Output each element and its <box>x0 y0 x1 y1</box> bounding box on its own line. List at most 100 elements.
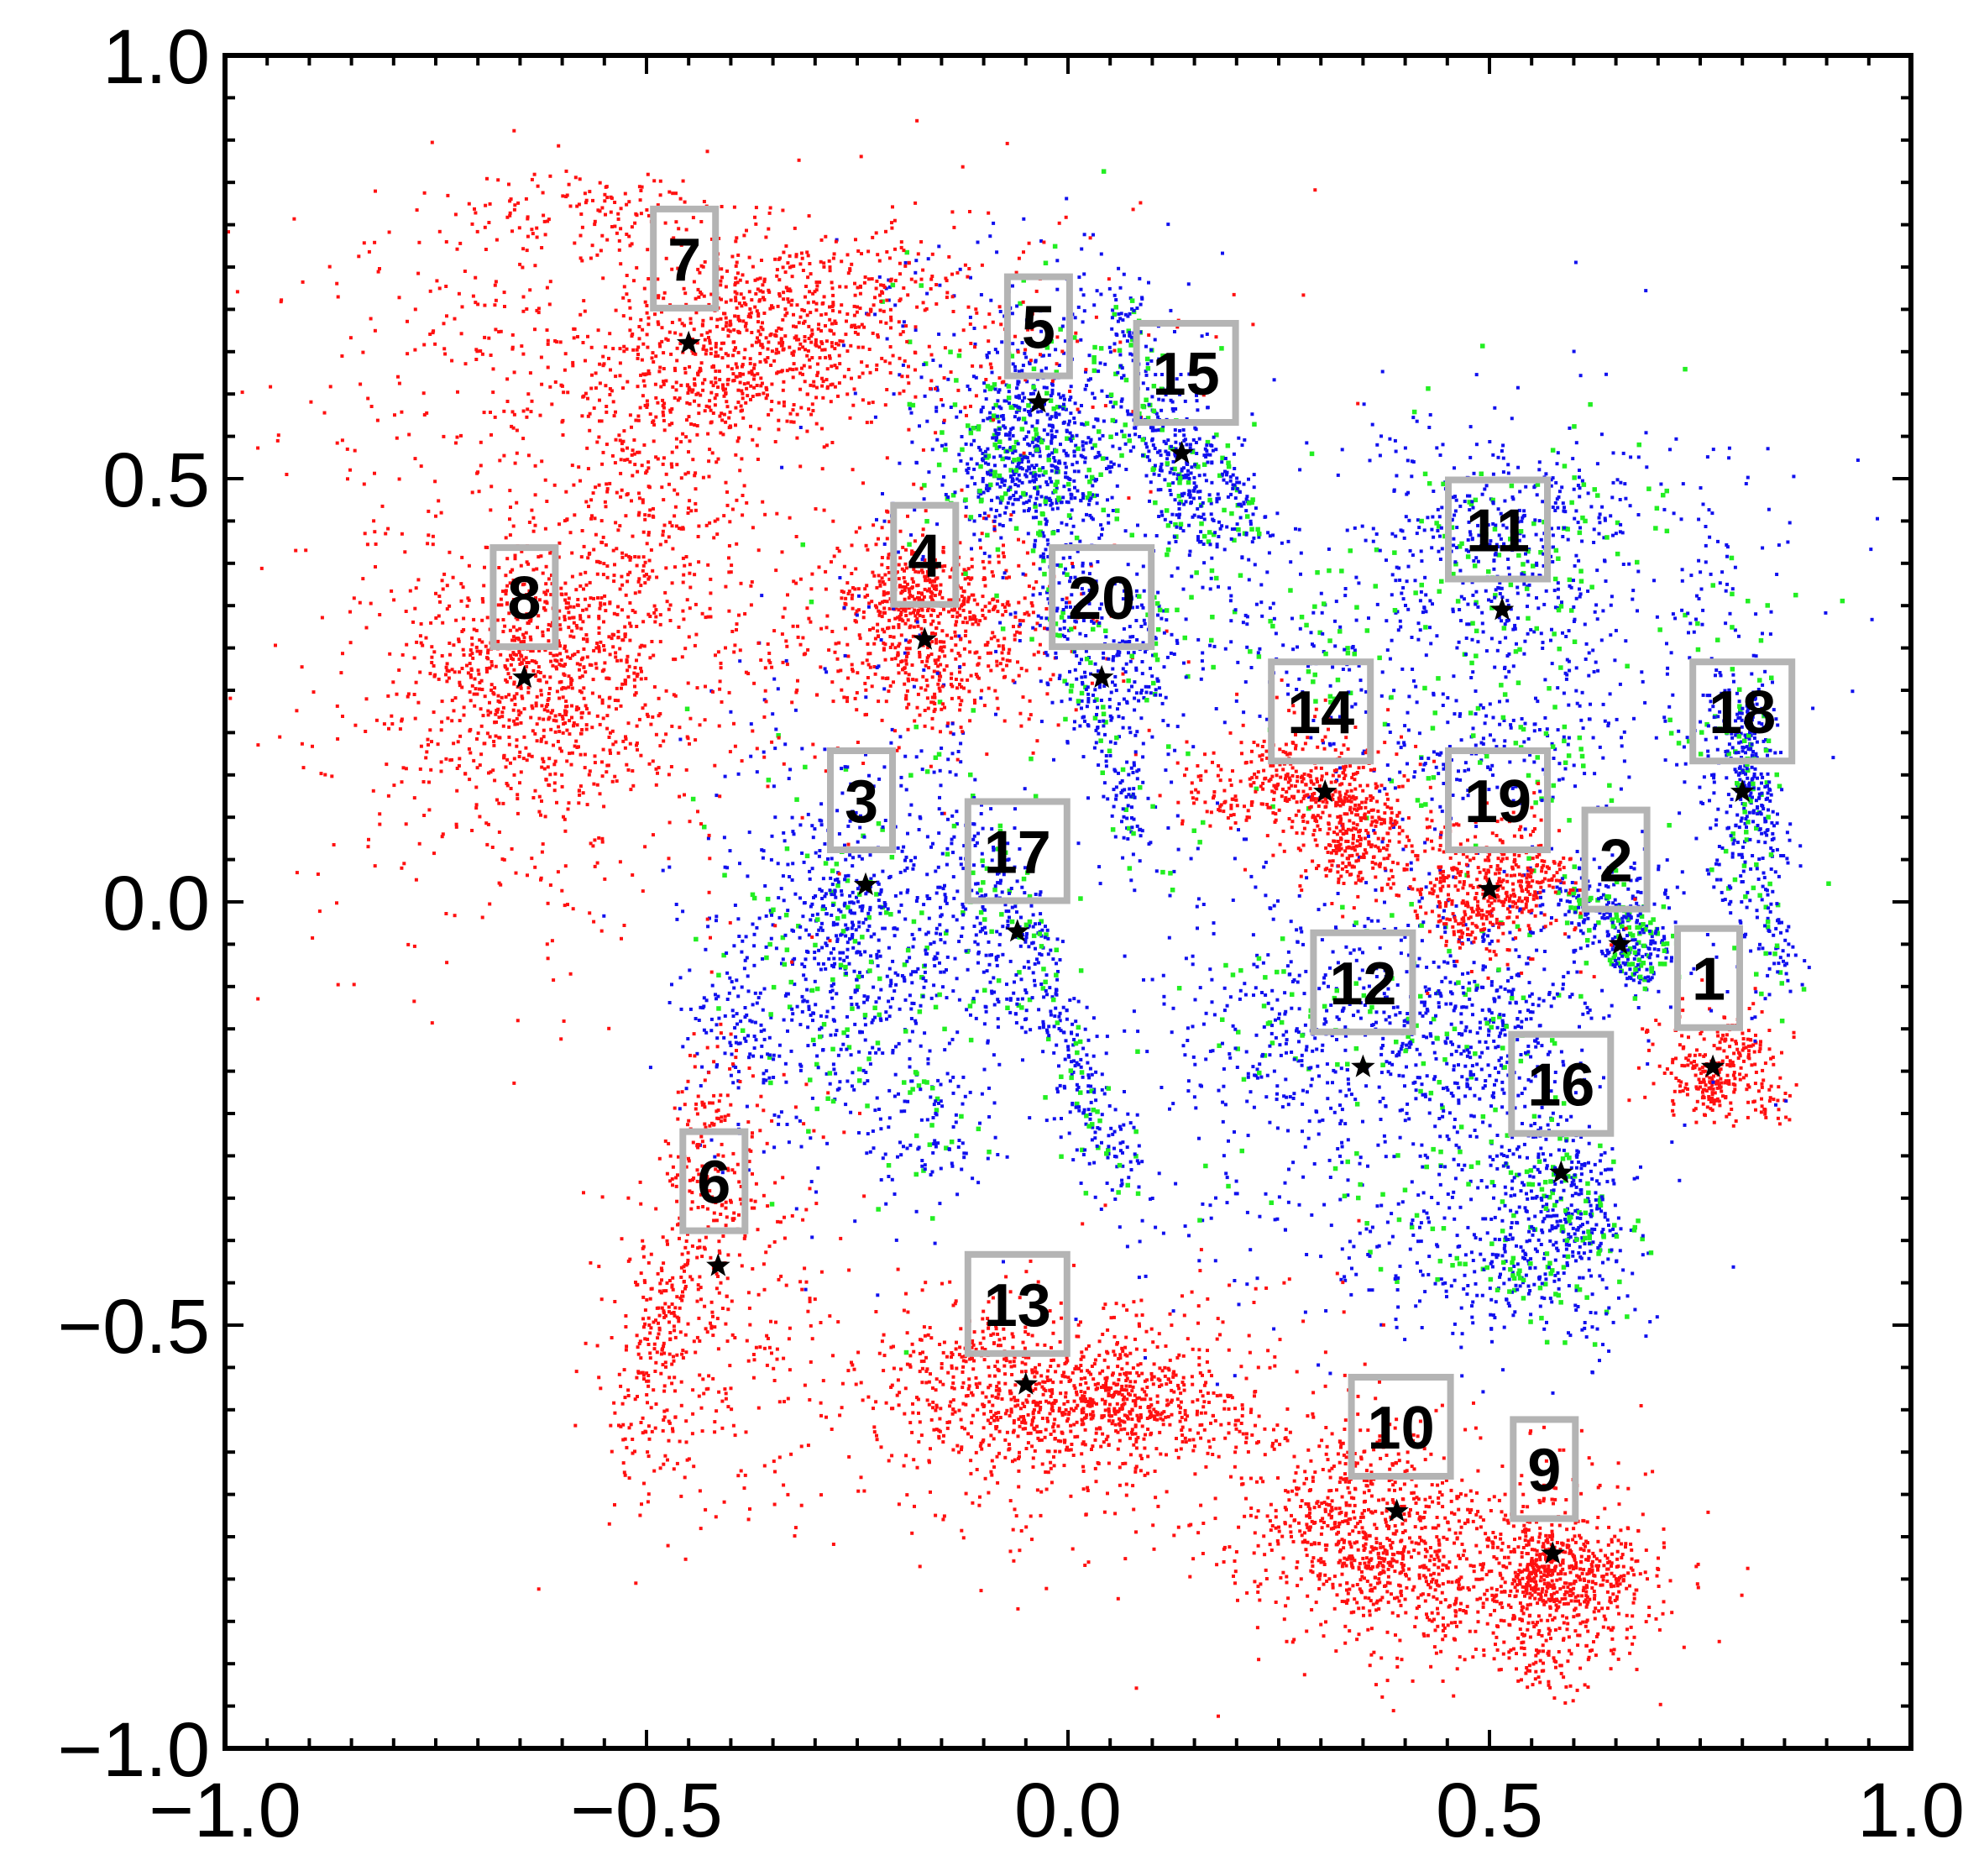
data-point <box>922 363 926 367</box>
data-point <box>1024 435 1029 439</box>
data-point <box>1672 1113 1676 1117</box>
data-point <box>1122 679 1126 684</box>
data-point <box>980 689 984 693</box>
data-point <box>1606 900 1610 904</box>
data-point <box>1003 610 1008 613</box>
data-point <box>939 1099 943 1103</box>
data-point <box>820 921 824 925</box>
data-point <box>928 572 932 576</box>
data-point <box>856 950 860 954</box>
data-point <box>636 1345 640 1349</box>
data-point <box>737 1180 741 1184</box>
data-point <box>1689 972 1693 976</box>
data-point <box>913 539 917 543</box>
data-point <box>1089 562 1093 566</box>
data-point <box>762 1037 767 1041</box>
data-point <box>905 582 909 586</box>
data-point <box>1114 298 1118 301</box>
data-point <box>908 773 913 778</box>
data-point <box>879 1127 883 1131</box>
data-point <box>1050 423 1055 427</box>
data-point <box>919 686 924 690</box>
data-point <box>993 348 997 352</box>
data-point <box>749 424 752 428</box>
data-point <box>830 560 833 564</box>
data-point <box>648 1066 652 1070</box>
data-point <box>972 796 976 800</box>
data-point <box>743 1006 747 1009</box>
data-point <box>881 869 885 873</box>
data-point <box>1073 626 1076 630</box>
data-point <box>1007 651 1011 655</box>
data-point <box>724 584 728 589</box>
data-point <box>752 1206 756 1210</box>
data-point <box>1007 456 1011 460</box>
data-point <box>1057 1014 1061 1019</box>
data-point <box>637 1342 641 1345</box>
data-point <box>683 1286 687 1291</box>
data-point <box>1622 914 1626 919</box>
data-point <box>1689 1061 1693 1065</box>
data-point <box>810 1235 814 1239</box>
data-point <box>817 928 821 932</box>
data-point <box>1600 915 1604 920</box>
data-point <box>1066 422 1071 427</box>
data-point <box>863 595 867 599</box>
data-point <box>701 388 705 392</box>
data-point <box>702 825 707 830</box>
data-point <box>676 398 680 402</box>
data-point <box>1753 1062 1757 1066</box>
data-point <box>942 645 946 649</box>
data-point <box>840 688 844 692</box>
data-point <box>716 1275 720 1278</box>
data-point <box>884 1010 888 1014</box>
data-point <box>636 1395 639 1398</box>
data-point <box>882 590 886 594</box>
data-point <box>890 1177 894 1182</box>
data-point <box>937 686 941 690</box>
data-point <box>720 341 724 345</box>
data-point <box>1734 1119 1738 1123</box>
data-point <box>731 1423 735 1428</box>
data-point <box>635 265 639 270</box>
data-point <box>704 1030 709 1035</box>
data-point <box>626 1394 631 1397</box>
data-point <box>987 386 993 391</box>
data-point <box>887 946 891 950</box>
data-point <box>724 1200 728 1204</box>
data-point <box>1120 397 1124 401</box>
data-point <box>877 634 881 638</box>
data-point <box>903 868 907 872</box>
data-point <box>957 634 961 638</box>
data-point <box>847 1268 851 1272</box>
data-point <box>811 1019 814 1023</box>
data-point <box>1725 1063 1730 1066</box>
data-point <box>973 345 976 349</box>
data-point <box>857 925 861 929</box>
data-point <box>667 1376 672 1380</box>
data-point <box>961 1075 966 1079</box>
data-point <box>943 893 947 897</box>
data-point <box>881 926 885 930</box>
data-point <box>618 347 622 351</box>
data-point <box>1719 1077 1723 1081</box>
data-point <box>1642 977 1647 983</box>
data-point <box>986 417 990 421</box>
data-point <box>910 1079 914 1083</box>
data-point <box>967 595 971 600</box>
data-point <box>309 400 313 404</box>
data-point <box>887 1116 892 1120</box>
data-point <box>925 656 929 660</box>
data-point <box>691 351 695 355</box>
data-point <box>1068 437 1072 441</box>
data-point <box>1020 1025 1024 1030</box>
data-point <box>893 218 897 223</box>
data-point <box>1058 327 1063 332</box>
data-point <box>966 576 971 579</box>
data-point <box>974 620 978 624</box>
data-point <box>764 914 768 918</box>
data-point <box>1097 865 1102 869</box>
data-point <box>757 427 762 431</box>
data-point <box>955 810 959 814</box>
data-point <box>917 828 921 831</box>
